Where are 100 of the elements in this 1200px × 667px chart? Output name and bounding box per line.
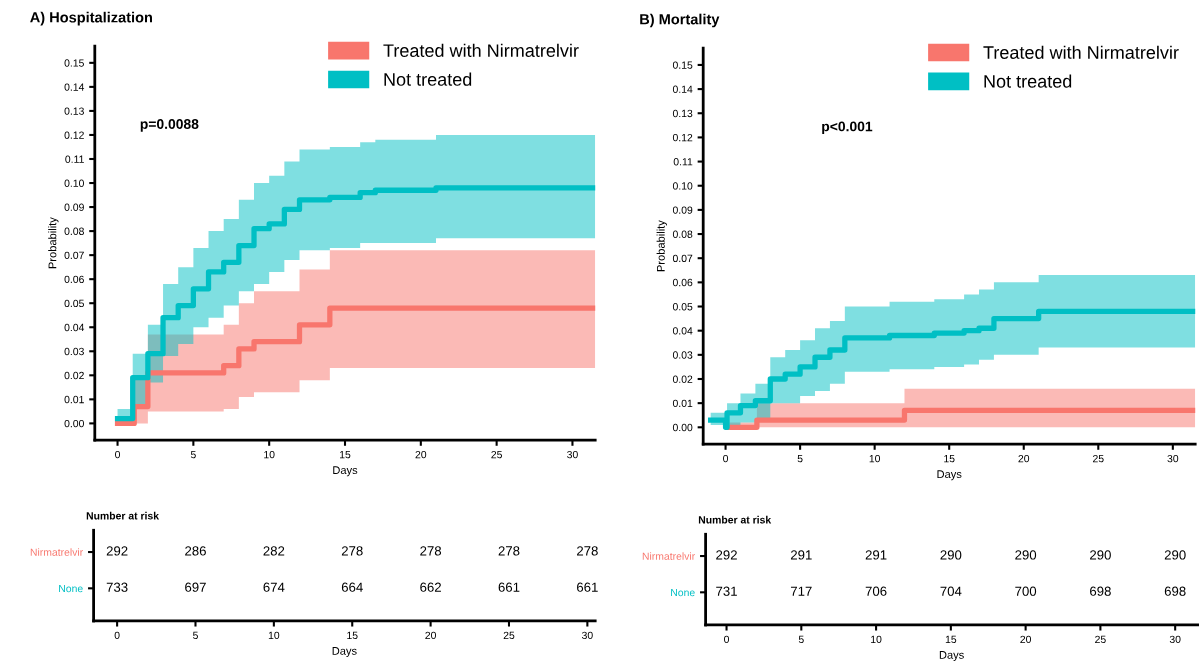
data-label: 290 xyxy=(1015,550,1037,560)
x-tick-label: 20 xyxy=(1018,454,1030,463)
x-tick-label: 15 xyxy=(945,635,957,644)
y-tick-label: 0.01 xyxy=(64,395,84,404)
y-tick-label: 0.14 xyxy=(64,83,85,91)
y-axis-title: Probability xyxy=(48,217,59,269)
data-label: 286 xyxy=(185,546,206,556)
chart-title: Number at risk xyxy=(698,515,772,524)
x-tick-label: 15 xyxy=(340,451,351,459)
annotation: p=0.0088 xyxy=(140,119,199,132)
y-tick-label: 0.12 xyxy=(64,131,84,139)
data-label: 717 xyxy=(790,586,812,596)
x-tick-label: 25 xyxy=(503,631,515,640)
x-tick-label: 20 xyxy=(1020,635,1032,644)
y-tick-label: 0.03 xyxy=(64,347,84,356)
y-tick-label: 0.08 xyxy=(672,230,693,238)
x-tick-label: 30 xyxy=(1169,635,1181,644)
x-tick-label: 30 xyxy=(1167,454,1179,463)
data-label: 661 xyxy=(577,582,598,592)
y-tick-label: 0.13 xyxy=(64,107,84,115)
x-tick-label: 15 xyxy=(944,455,955,463)
y-tick-label: 0.09 xyxy=(64,203,84,211)
y-tick-label: 0.04 xyxy=(64,323,85,332)
y-tick-label: 0.09 xyxy=(672,206,693,214)
data-label: 278 xyxy=(498,546,520,556)
y-tick-label: 0.07 xyxy=(672,254,693,263)
data-label: 664 xyxy=(341,582,363,592)
x-tick-label: 25 xyxy=(1093,454,1104,463)
data-label: 733 xyxy=(106,582,128,592)
x-axis-title: Days xyxy=(333,466,358,477)
data-label: 700 xyxy=(1015,586,1037,596)
legend-label: Treated with Nirmatrelvir xyxy=(383,43,579,57)
data-label: 278 xyxy=(420,546,442,556)
x-axis-title: Days xyxy=(939,651,964,662)
y-tick-label: 0.11 xyxy=(673,158,693,166)
data-label: 731 xyxy=(716,586,737,596)
x-tick-label: 30 xyxy=(567,450,578,459)
x-tick-label: 5 xyxy=(798,635,804,644)
data-label: 282 xyxy=(263,546,285,556)
data-label: 290 xyxy=(1090,550,1111,560)
data-label: 704 xyxy=(940,586,962,596)
y-tick-label: 0.01 xyxy=(672,399,693,408)
data-label: 292 xyxy=(106,546,128,556)
y-tick-label: 0.07 xyxy=(64,251,84,260)
y-tick-label: 0.12 xyxy=(672,133,693,142)
x-tick-label: 0 xyxy=(114,631,120,640)
x-tick-label: 25 xyxy=(1095,635,1106,644)
y-tick-label: 0.14 xyxy=(672,85,693,93)
x-tick-label: 5 xyxy=(797,455,803,463)
data-label: 290 xyxy=(1164,550,1186,560)
x-tick-label: 10 xyxy=(268,631,280,640)
data-label: 292 xyxy=(716,550,737,560)
data-label: 291 xyxy=(790,550,812,560)
y-tick-label: 0.02 xyxy=(672,375,693,383)
data-label: 698 xyxy=(1164,586,1186,596)
y-tick-label: 0.00 xyxy=(64,419,84,428)
y-tick-label: 0.02 xyxy=(64,371,84,380)
chart-title: A) Hospitalization xyxy=(30,11,152,26)
y-tick-label: 0.10 xyxy=(64,179,84,187)
y-tick-label: 0.04 xyxy=(672,327,693,335)
y-axis-title: Probability xyxy=(656,220,667,272)
y-tick-label: None xyxy=(671,588,695,597)
y-tick-label: 0.05 xyxy=(672,303,693,311)
data-label: 290 xyxy=(940,550,962,560)
data-label: 697 xyxy=(185,582,206,592)
data-label: 278 xyxy=(577,546,598,556)
x-tick-label: 20 xyxy=(425,631,436,640)
legend-label: Treated with Nirmatrelvir xyxy=(983,45,1179,59)
y-tick-label: Nirmatrelvir xyxy=(30,548,84,556)
y-tick-label: 0.10 xyxy=(672,182,693,190)
x-tick-label: 5 xyxy=(190,451,196,459)
x-tick-label: 0 xyxy=(723,454,729,463)
x-tick-label: 30 xyxy=(581,631,593,640)
y-tick-label: 0.15 xyxy=(64,59,84,67)
x-tick-label: 0 xyxy=(724,635,730,644)
x-axis-title: Days xyxy=(937,470,962,481)
y-tick-label: 0.03 xyxy=(672,351,693,359)
chart-title: Number at risk xyxy=(86,511,160,520)
y-tick-label: 0.15 xyxy=(672,61,693,69)
y-tick-label: 0.06 xyxy=(64,275,84,284)
data-label: 278 xyxy=(341,546,363,556)
legend-label: Not treated xyxy=(384,72,472,86)
y-tick-label: None xyxy=(59,584,83,593)
y-tick-label: 0.11 xyxy=(65,155,84,163)
y-tick-label: Nirmatrelvir xyxy=(642,552,696,560)
data-label: 661 xyxy=(498,582,520,592)
data-label: 698 xyxy=(1090,586,1111,596)
x-tick-label: 25 xyxy=(491,450,502,459)
x-tick-label: 10 xyxy=(869,454,881,463)
x-tick-label: 10 xyxy=(264,450,275,459)
y-tick-label: 0.06 xyxy=(672,278,693,287)
y-tick-label: 0.13 xyxy=(672,109,693,118)
data-label: 291 xyxy=(865,550,887,560)
chart-title: B) Mortality xyxy=(640,13,720,28)
x-tick-label: 0 xyxy=(115,450,121,459)
legend-label: Not treated xyxy=(984,74,1072,88)
data-label: 662 xyxy=(420,582,441,592)
x-tick-label: 10 xyxy=(871,635,882,644)
x-tick-label: 20 xyxy=(415,450,427,459)
y-tick-label: 0.08 xyxy=(64,227,84,235)
